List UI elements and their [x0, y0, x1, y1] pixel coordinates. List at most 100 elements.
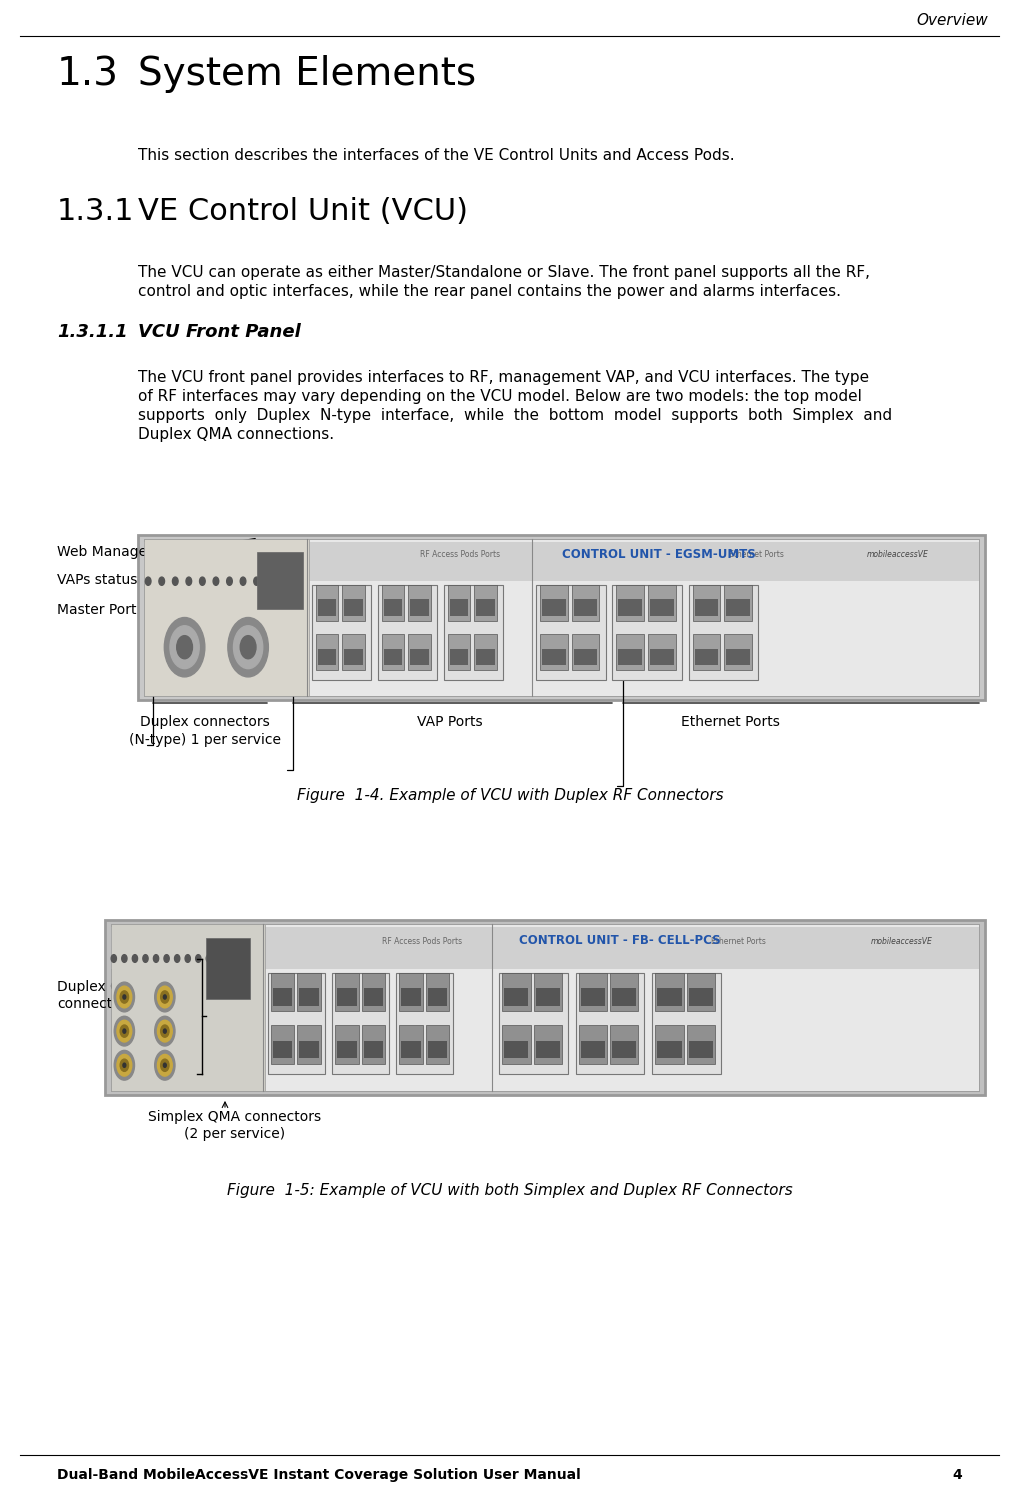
Bar [105, 920, 985, 1095]
Text: VE Control Unit (VCU): VE Control Unit (VCU) [138, 197, 468, 226]
Bar [689, 988, 713, 1005]
Bar [111, 925, 265, 1091]
Bar [727, 648, 750, 665]
Bar [362, 973, 385, 1011]
Bar [273, 988, 292, 1005]
Circle shape [158, 1020, 172, 1041]
Circle shape [114, 1050, 135, 1080]
Bar [610, 973, 638, 1011]
Bar [409, 584, 431, 622]
Bar [581, 988, 605, 1005]
Bar [144, 539, 979, 696]
Circle shape [213, 577, 219, 586]
Bar [542, 599, 566, 616]
Bar [612, 1041, 636, 1058]
Circle shape [254, 577, 260, 586]
Bar [337, 1041, 357, 1058]
Bar [657, 1041, 682, 1058]
Bar [475, 633, 497, 671]
Bar [687, 973, 715, 1011]
Bar [540, 633, 568, 671]
Text: (N-type) 1 per service: (N-type) 1 per service [129, 734, 281, 747]
Bar [655, 1025, 684, 1064]
Bar [536, 988, 559, 1005]
Bar [409, 633, 431, 671]
Text: Ethernet Ports: Ethernet Ports [681, 716, 780, 729]
Bar [396, 973, 453, 1074]
Bar [499, 973, 568, 1074]
Circle shape [185, 955, 191, 962]
Bar [268, 973, 325, 1074]
Circle shape [237, 955, 244, 962]
Bar [504, 988, 529, 1005]
Text: 1.3: 1.3 [57, 55, 119, 93]
Circle shape [123, 995, 125, 999]
Bar [382, 584, 405, 622]
Bar [695, 648, 718, 665]
Bar [332, 973, 389, 1074]
Bar [342, 584, 365, 622]
Circle shape [117, 1020, 131, 1041]
Bar [399, 1025, 423, 1064]
Circle shape [240, 635, 256, 659]
Text: 1.3.1.1: 1.3.1.1 [57, 323, 127, 341]
Bar [725, 584, 752, 622]
Bar [650, 648, 674, 665]
Bar [693, 633, 720, 671]
Bar [342, 633, 365, 671]
Bar [540, 584, 568, 622]
Bar [378, 584, 437, 680]
Bar [502, 973, 531, 1011]
Bar [695, 599, 718, 616]
Bar [727, 599, 750, 616]
Bar [138, 535, 985, 701]
Bar [362, 1025, 385, 1064]
Bar [144, 542, 979, 581]
Circle shape [196, 955, 201, 962]
Text: Duplex QMA connections.: Duplex QMA connections. [138, 427, 334, 442]
Bar [610, 1025, 638, 1064]
Bar [612, 584, 682, 680]
Bar [447, 633, 471, 671]
Bar [616, 584, 644, 622]
Text: Duplex QMA: Duplex QMA [57, 980, 143, 994]
Circle shape [158, 1055, 172, 1076]
Text: control and optic interfaces, while the rear panel contains the power and alarms: control and optic interfaces, while the … [138, 284, 841, 299]
Bar [687, 1025, 715, 1064]
Bar [650, 599, 674, 616]
Circle shape [155, 1016, 175, 1046]
Bar [572, 584, 599, 622]
Text: System Elements: System Elements [138, 55, 476, 93]
Circle shape [161, 991, 169, 1002]
Bar [426, 1025, 449, 1064]
Circle shape [267, 577, 273, 586]
Circle shape [176, 635, 193, 659]
Bar [447, 584, 471, 622]
Bar [206, 938, 251, 999]
Bar [111, 926, 979, 970]
Text: 1.3.1: 1.3.1 [57, 197, 135, 226]
Circle shape [163, 995, 166, 999]
Bar [648, 633, 676, 671]
Circle shape [233, 626, 263, 669]
Text: Figure  1-4. Example of VCU with Duplex RF Connectors: Figure 1-4. Example of VCU with Duplex R… [297, 787, 723, 802]
Bar [364, 1041, 383, 1058]
Text: This section describes the interfaces of the VE Control Units and Access Pods.: This section describes the interfaces of… [138, 148, 735, 163]
Circle shape [200, 577, 205, 586]
Bar [689, 584, 758, 680]
Bar [298, 1025, 321, 1064]
Bar [619, 648, 642, 665]
Bar [449, 599, 469, 616]
Bar [574, 648, 597, 665]
Circle shape [121, 955, 127, 962]
Bar [477, 599, 495, 616]
Bar [344, 648, 363, 665]
Text: connectors: connectors [57, 996, 133, 1011]
Bar [652, 973, 721, 1074]
Bar [449, 648, 469, 665]
Bar [401, 988, 421, 1005]
Bar [300, 988, 319, 1005]
Text: Dual-Band MobileAccessVE Instant Coverage Solution User Manual: Dual-Band MobileAccessVE Instant Coverag… [57, 1469, 581, 1482]
Text: Simplex QMA connectors: Simplex QMA connectors [149, 1110, 322, 1123]
Bar [399, 973, 423, 1011]
